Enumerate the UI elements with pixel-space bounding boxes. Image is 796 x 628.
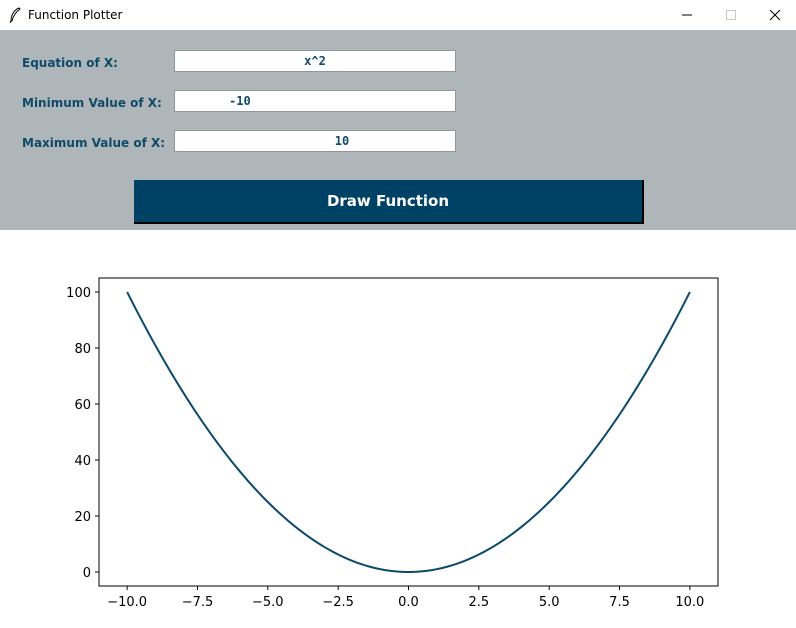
min-value-input[interactable] [174, 90, 456, 112]
equation-label: Equation of X: [22, 56, 118, 70]
y-tick-label: 80 [74, 342, 91, 357]
x-tick-label: −10.0 [107, 595, 147, 610]
function-plot: −10.0 −7.5 −5.0 −2.5 0.0 2.5 5.0 7.5 10.0 0 20 40 60… [66, 277, 719, 610]
x-tick-label: 0.0 [398, 595, 419, 610]
title-bar: Function Plotter [0, 0, 796, 30]
equation-input[interactable] [174, 50, 456, 72]
minimize-icon [682, 14, 692, 16]
max-value-input[interactable] [174, 130, 456, 152]
close-icon [769, 9, 781, 21]
plot-frame [98, 277, 719, 587]
draw-function-button[interactable]: Draw Function [134, 180, 644, 224]
maximize-icon [726, 10, 736, 20]
x-tick-label: 5.0 [539, 595, 560, 610]
y-tick-label: 0 [83, 566, 91, 581]
x-tick-label: 7.5 [609, 595, 630, 610]
x-tick-label: 2.5 [468, 595, 489, 610]
feather-icon [9, 7, 21, 23]
max-value-label: Maximum Value of X: [22, 136, 166, 150]
window-title: Function Plotter [28, 8, 123, 22]
y-tick-label: 60 [74, 398, 91, 413]
x-tick-label: −2.5 [322, 595, 354, 610]
close-button[interactable] [752, 0, 796, 30]
x-tick-label: 10.0 [675, 595, 704, 610]
input-form-panel: Equation of X: Minimum Value of X: Maxim… [0, 30, 796, 230]
function-curve [126, 291, 691, 574]
y-tick-label: 40 [74, 454, 91, 469]
minimize-button[interactable] [664, 0, 710, 30]
plot-canvas: −10.0 −7.5 −5.0 −2.5 0.0 2.5 5.0 7.5 10.0 0 20 40 60… [0, 230, 796, 628]
min-value-label: Minimum Value of X: [22, 96, 162, 110]
y-tick-label: 100 [66, 286, 91, 301]
y-tick-label: 20 [74, 510, 91, 525]
maximize-button[interactable] [708, 0, 754, 30]
x-tick-label: −7.5 [182, 595, 214, 610]
x-tick-label: −5.0 [252, 595, 284, 610]
